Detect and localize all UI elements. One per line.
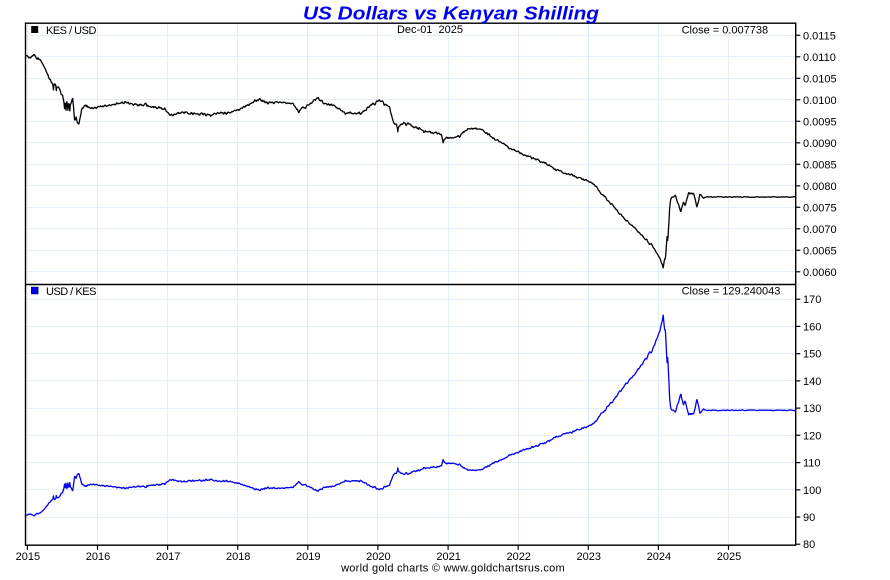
svg-text:0.0095: 0.0095 bbox=[803, 116, 837, 128]
svg-text:2015: 2015 bbox=[16, 551, 40, 563]
svg-text:0.0060: 0.0060 bbox=[803, 267, 837, 279]
svg-text:2022: 2022 bbox=[506, 551, 530, 563]
svg-text:2024: 2024 bbox=[647, 551, 671, 563]
svg-text:160: 160 bbox=[803, 321, 821, 333]
svg-text:0.0100: 0.0100 bbox=[803, 95, 837, 107]
svg-text:US Dollars vs Kenyan Shilling: US Dollars vs Kenyan Shilling bbox=[303, 4, 599, 24]
svg-text:KES / USD: KES / USD bbox=[46, 25, 96, 37]
svg-text:Close = 0.007738: Close = 0.007738 bbox=[682, 25, 769, 37]
svg-text:0.0065: 0.0065 bbox=[803, 245, 837, 257]
svg-text:2017: 2017 bbox=[156, 551, 180, 563]
svg-text:USD / KES: USD / KES bbox=[46, 286, 96, 298]
svg-text:150: 150 bbox=[803, 349, 821, 361]
svg-text:170: 170 bbox=[803, 294, 821, 306]
svg-text:2018: 2018 bbox=[226, 551, 250, 563]
svg-text:Dec-01 2025: Dec-01 2025 bbox=[397, 24, 463, 36]
svg-text:2023: 2023 bbox=[577, 551, 601, 563]
svg-text:120: 120 bbox=[803, 430, 821, 442]
svg-text:0.0090: 0.0090 bbox=[803, 138, 837, 150]
svg-text:90: 90 bbox=[803, 512, 815, 524]
svg-text:Close = 129.240043: Close = 129.240043 bbox=[682, 286, 781, 298]
svg-text:2025: 2025 bbox=[717, 551, 741, 563]
svg-text:0.0105: 0.0105 bbox=[803, 73, 837, 85]
svg-text:130: 130 bbox=[803, 403, 821, 415]
svg-text:0.0110: 0.0110 bbox=[803, 52, 836, 64]
svg-text:2020: 2020 bbox=[366, 551, 390, 563]
svg-text:2021: 2021 bbox=[436, 551, 460, 563]
svg-text:0.0070: 0.0070 bbox=[803, 224, 837, 236]
svg-text:0.0085: 0.0085 bbox=[803, 159, 837, 171]
svg-text:2019: 2019 bbox=[296, 551, 320, 563]
svg-text:0.0080: 0.0080 bbox=[803, 181, 837, 193]
svg-text:0.0115: 0.0115 bbox=[803, 30, 836, 42]
svg-text:100: 100 bbox=[803, 485, 821, 497]
svg-text:110: 110 bbox=[803, 458, 821, 470]
svg-text:2016: 2016 bbox=[86, 551, 110, 563]
svg-text:140: 140 bbox=[803, 376, 821, 388]
svg-text:80: 80 bbox=[803, 539, 815, 551]
svg-text:0.0075: 0.0075 bbox=[803, 202, 837, 214]
svg-text:world gold charts © www.goldch: world gold charts © www.goldchartsrus.co… bbox=[340, 563, 565, 575]
